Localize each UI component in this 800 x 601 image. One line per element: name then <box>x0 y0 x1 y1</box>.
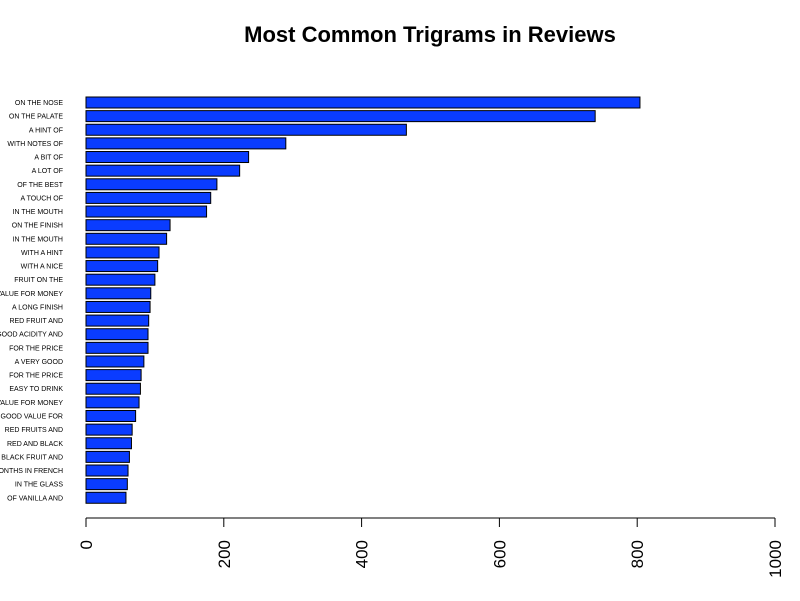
category-label: FRUIT ON THE <box>14 277 63 284</box>
x-tick-label: 1000 <box>766 540 785 578</box>
bar <box>85 478 128 491</box>
category-label: BLACK FRUIT AND <box>1 454 63 461</box>
category-label: A HINT OF <box>29 127 63 134</box>
x-tick-label: 600 <box>490 540 509 568</box>
bar <box>85 137 287 150</box>
category-label: RED FRUIT AND <box>9 318 63 325</box>
category-label: GOOD VALUE FOR <box>1 413 64 420</box>
bar <box>85 464 129 477</box>
bar <box>85 437 132 450</box>
category-label: VALUE FOR MONEY <box>0 400 63 407</box>
bar <box>85 369 142 382</box>
bar <box>85 96 641 109</box>
bar <box>85 287 152 300</box>
category-label: OF THE BEST <box>17 182 63 189</box>
category-label: OF VANILLA AND <box>7 495 63 502</box>
chart-title: Most Common Trigrams in Reviews <box>244 22 616 47</box>
category-label: ON THE FINISH <box>12 223 63 230</box>
bar <box>85 423 133 436</box>
bar <box>85 260 159 273</box>
bar <box>85 273 156 286</box>
category-label: ON THE PALATE <box>9 114 63 121</box>
bar <box>85 491 127 504</box>
category-label: VALUE FOR MONEY <box>0 291 63 298</box>
category-label: IN THE MOUTH <box>13 236 63 243</box>
category-label: FOR THE PRICE <box>9 373 63 380</box>
category-label: EASY TO DRINK <box>9 386 63 393</box>
bar <box>85 382 141 395</box>
x-tick-label: 400 <box>353 540 372 568</box>
category-label: WITH A NICE <box>21 264 64 271</box>
bar <box>85 110 596 123</box>
bar <box>85 396 140 409</box>
bar <box>85 328 149 341</box>
bar <box>85 246 160 259</box>
bar <box>85 151 250 164</box>
category-label: IN THE MOUTH <box>13 209 63 216</box>
bar <box>85 450 130 463</box>
bar <box>85 314 150 327</box>
category-label: A LONG FINISH <box>12 304 63 311</box>
category-label: WITH A HINT <box>21 250 64 257</box>
bar <box>85 409 137 422</box>
category-label: A VERY GOOD <box>15 359 63 366</box>
category-label: GOOD ACIDITY AND <box>0 332 63 339</box>
category-label: A BIT OF <box>34 155 63 162</box>
category-label: ON THE NOSE <box>15 100 63 107</box>
category-label: RED AND BLACK <box>7 441 63 448</box>
x-tick-label: 800 <box>628 540 647 568</box>
x-tick-label: 0 <box>77 540 96 549</box>
bar <box>85 178 218 191</box>
category-label: A LOT OF <box>32 168 63 175</box>
category-label: IN THE GLASS <box>15 482 63 489</box>
bar <box>85 123 407 136</box>
category-label: MONTHS IN FRENCH <box>0 468 63 475</box>
bar <box>85 341 149 354</box>
category-label: RED FRUITS AND <box>5 427 63 434</box>
bar <box>85 232 168 245</box>
category-label: FOR THE PRICE <box>9 345 63 352</box>
bar <box>85 205 208 218</box>
bar <box>85 355 145 368</box>
category-label: WITH NOTES OF <box>7 141 63 148</box>
bar <box>85 191 212 204</box>
bar <box>85 300 151 313</box>
x-tick-label: 200 <box>215 540 234 568</box>
bar <box>85 164 241 177</box>
bar <box>85 219 171 232</box>
category-label: A TOUCH OF <box>20 195 63 202</box>
